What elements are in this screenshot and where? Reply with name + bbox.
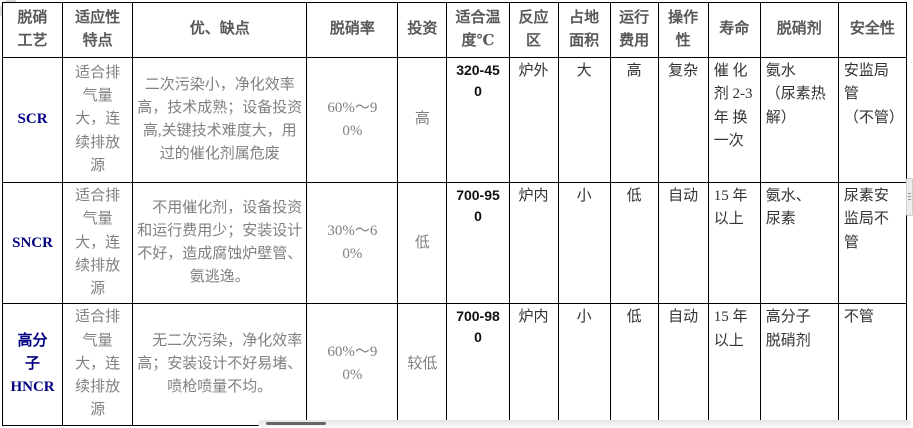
cell-adaptability: 适合排 气量 大，连 续排放 源 [62, 303, 134, 426]
cell-safety: 安监局 管 （不管） [837, 57, 908, 183]
header-temperature: 适合温 度℃ [446, 2, 510, 58]
cell-lifespan: 15 年 以上 [707, 181, 761, 305]
container-corner-decoration [0, 0, 16, 16]
cell-operability: 自动 [657, 303, 709, 426]
cell-area: 大 [557, 57, 611, 183]
table-row-sncr: SNCR 适合排 气量 大，连 续排放 源 不用催化剂，设备投资和运行费用少；安… [1, 181, 908, 305]
header-safety: 安全性 [837, 2, 908, 58]
header-investment: 投资 [397, 2, 448, 58]
header-cost: 运行 费用 [609, 2, 659, 58]
cell-temperature: 320-45 0 [446, 57, 510, 183]
vertical-scrollbar-thumb[interactable] [906, 178, 913, 216]
cell-zone: 炉外 [508, 57, 559, 183]
cell-investment: 较低 [397, 303, 448, 426]
table-row-hncr: 高分 子 HNCR 适合排 气量 大，连 续排放 源 无二次污染，净化效率高；安… [1, 303, 908, 426]
header-operability: 操作 性 [657, 2, 709, 58]
header-adaptability: 适应性 特点 [62, 2, 134, 58]
header-rate: 脱硝率 [306, 2, 399, 58]
cell-lifespan: 催 化 剂 2-3 年 换 一次 [707, 57, 761, 183]
cell-adaptability: 适合排 气量 大，连 续排放 源 [62, 181, 134, 305]
cell-zone: 炉内 [508, 303, 559, 426]
cell-safety: 不管 [837, 303, 908, 426]
cell-process: 高分 子 HNCR [1, 303, 64, 426]
cell-adaptability: 适合排 气量 大，连 续排放 源 [62, 57, 134, 183]
scrollbar-grip-icon [908, 193, 911, 194]
cell-pros-cons: 不用催化剂，设备投资和运行费用少；安装设计不好，造成腐蚀炉壁管、氨逃逸。 [132, 181, 308, 305]
cell-cost: 低 [609, 181, 659, 305]
cell-lifespan: 15 年 以上 [707, 303, 761, 426]
cell-safety: 尿素安 监局不 管 [837, 181, 908, 305]
cell-zone: 炉内 [508, 181, 559, 305]
table-body: SCR 适合排 气量 大，连 续排放 源 二次污染小，净化效率高，技术成熟；设备… [1, 57, 908, 426]
cell-rate: 60%～9 0% [306, 57, 399, 183]
cell-cost: 低 [609, 303, 659, 426]
header-zone: 反应 区 [508, 2, 559, 58]
horizontal-scrollbar-thumb[interactable] [266, 422, 326, 425]
cell-process: SNCR [1, 181, 64, 305]
cell-temperature: 700-95 0 [446, 181, 510, 305]
cell-process: SCR [1, 57, 64, 183]
header-row: 脱硝 工艺 适应性 特点 优、缺点 脱硝率 投资 适合温 度℃ 反应 区 占地 … [1, 2, 908, 58]
cell-cost: 高 [609, 57, 659, 183]
cell-operability: 自动 [657, 181, 709, 305]
cell-operability: 复杂 [657, 57, 709, 183]
header-lifespan: 寿命 [707, 2, 761, 58]
cell-agent: 高分子 脱硝剂 [759, 303, 839, 426]
cell-agent: 氨水 （尿素热解） [759, 57, 839, 183]
cell-area: 小 [557, 303, 611, 426]
cell-temperature: 700-98 0 [446, 303, 510, 426]
header-agent: 脱硝剂 [759, 2, 839, 58]
table-header: 脱硝 工艺 适应性 特点 优、缺点 脱硝率 投资 适合温 度℃ 反应 区 占地 … [1, 2, 908, 58]
horizontal-scrollbar-track[interactable] [258, 420, 911, 427]
table-row-scr: SCR 适合排 气量 大，连 续排放 源 二次污染小，净化效率高，技术成熟；设备… [1, 57, 908, 183]
cell-rate: 60%～9 0% [306, 303, 399, 426]
cell-investment: 低 [397, 181, 448, 305]
cell-rate: 30%～6 0% [306, 181, 399, 305]
cell-investment: 高 [397, 57, 448, 183]
cell-agent: 氨水、 尿素 [759, 181, 839, 305]
header-pros-cons: 优、缺点 [132, 2, 308, 58]
cell-area: 小 [557, 181, 611, 305]
cell-pros-cons: 无二次污染，净化效率高；安装设计不好易堵、喷枪喷量不均。 [132, 303, 308, 426]
cell-pros-cons: 二次污染小，净化效率高，技术成熟；设备投资高,关键技术难度大，用过的催化剂属危废 [132, 57, 308, 183]
header-process: 脱硝 工艺 [1, 2, 64, 58]
header-area: 占地 面积 [557, 2, 611, 58]
